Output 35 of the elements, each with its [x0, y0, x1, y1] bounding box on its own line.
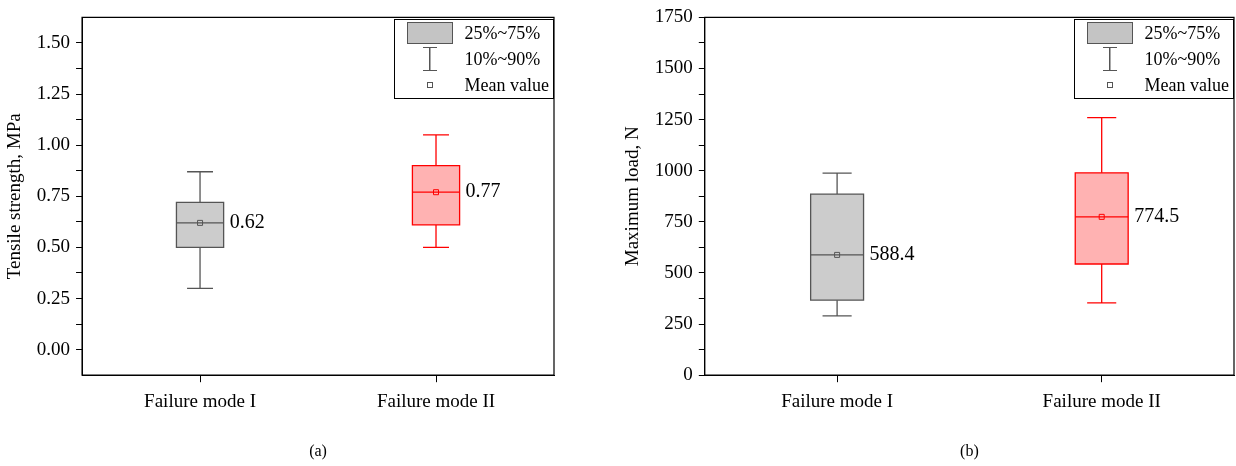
annotation: 588.4 — [869, 242, 915, 265]
y-tick-label: 1750 — [654, 5, 693, 27]
x-tick-label: Failure mode II — [376, 389, 496, 411]
y-tick-label: 0.00 — [36, 337, 71, 359]
annotation: Mean value — [464, 74, 550, 96]
annotation: Mean value — [1144, 74, 1230, 96]
y-tick-label: 1000 — [654, 158, 693, 180]
annotation: 10%~90% — [1144, 48, 1222, 70]
y-tick-label: 0 — [683, 363, 693, 385]
legend-box: 25%~75% 10%~90% Mean value — [393, 19, 554, 100]
annotation: 10%~90% — [464, 48, 542, 70]
y-axis-title: Tensile strength, MPa — [3, 112, 25, 280]
y-tick-label: 0.50 — [36, 235, 71, 257]
legend-box: 25%~75% 10%~90% Mean value — [1073, 19, 1234, 100]
y-tick-label: 250 — [664, 312, 693, 334]
annotation: 0.77 — [465, 179, 501, 202]
annotation: 774.5 — [1134, 204, 1180, 227]
y-tick-label: 500 — [664, 260, 693, 282]
y-tick-label: 1.25 — [36, 82, 71, 104]
y-tick-label: 1250 — [654, 107, 693, 129]
y-tick-label: 1500 — [654, 56, 693, 78]
text: (b) — [960, 442, 979, 461]
y-axis-title: Maximum load, N — [621, 126, 643, 267]
annotation: 0.62 — [229, 210, 265, 233]
x-tick-label: Failure mode I — [781, 389, 894, 411]
annotation: 25%~75% — [464, 22, 542, 44]
text: (a) — [309, 442, 327, 461]
y-tick-label: 0.25 — [36, 286, 71, 308]
annotation: 25%~75% — [1144, 22, 1222, 44]
y-tick-label: 1.50 — [36, 30, 71, 52]
x-tick-label: Failure mode II — [1042, 389, 1161, 411]
y-tick-label: 1.00 — [36, 133, 71, 155]
y-tick-label: 750 — [664, 209, 693, 231]
x-tick-label: Failure mode I — [144, 389, 256, 411]
y-tick-label: 0.75 — [36, 184, 71, 206]
